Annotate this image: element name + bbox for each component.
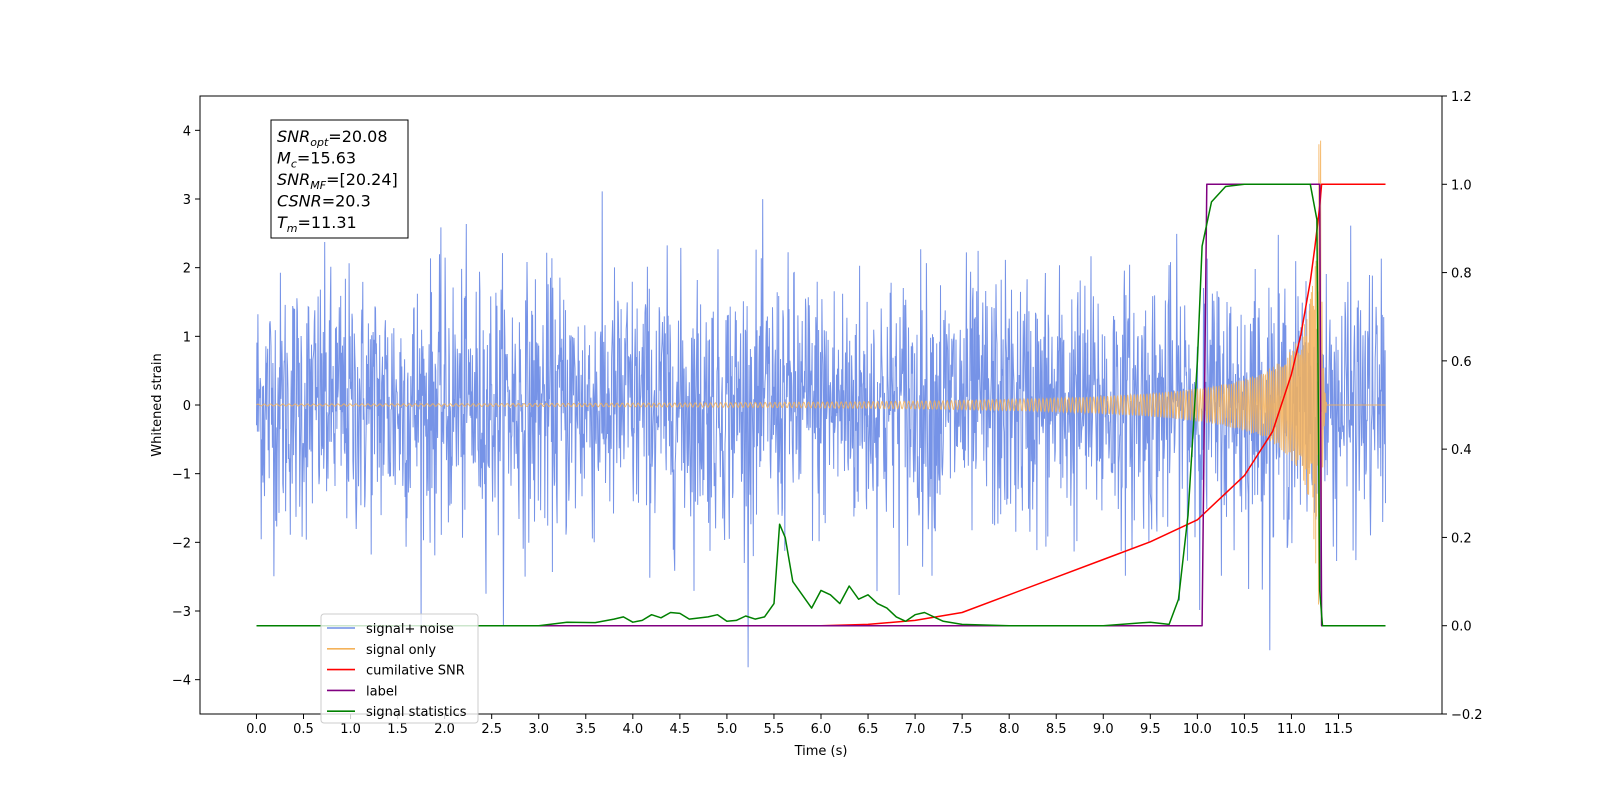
series-line-signal-statistics xyxy=(256,183,1386,627)
legend-label: signal only xyxy=(366,643,436,658)
x-tick-label: 0.0 xyxy=(246,722,267,737)
stats-line: Mc=15.63 xyxy=(277,149,356,171)
y-tick-label: −3 xyxy=(172,605,191,620)
x-tick-label: 4.0 xyxy=(622,722,643,737)
y-axis-right: −0.2 0.0 0.2 0.4 0.6 0.8 1.0 1.2 xyxy=(1442,90,1483,723)
x-tick-label: 0.5 xyxy=(293,722,314,737)
stats-line: SNRMF=[20.24] xyxy=(277,170,398,192)
y2-tick-label: 0.4 xyxy=(1451,443,1472,458)
legend-label: signal statistics xyxy=(366,705,467,720)
stats-line: SNRopt=20.08 xyxy=(277,127,388,149)
stats-line: Tm=11.31 xyxy=(277,213,357,235)
x-tick-label: 9.0 xyxy=(1093,722,1114,737)
stats-line: CSNR=20.3 xyxy=(277,192,371,211)
x-tick-label: 1.5 xyxy=(387,722,408,737)
x-tick-label: 10.0 xyxy=(1183,722,1212,737)
x-tick-label: 7.0 xyxy=(905,722,926,737)
y-tick-label: 3 xyxy=(183,193,191,208)
y-axis-label: Whitened strain xyxy=(150,353,165,456)
x-tick-label: 6.0 xyxy=(811,722,832,737)
x-axis-label: Time (s) xyxy=(794,744,848,759)
x-tick-label: 3.0 xyxy=(528,722,549,737)
legend-frame xyxy=(320,613,479,724)
y-axis-left: −4 −3 −2 −1 0 1 2 3 4 xyxy=(172,124,200,689)
x-tick-label: 7.5 xyxy=(952,722,973,737)
y2-tick-label: 1.0 xyxy=(1451,178,1472,193)
x-tick-label: 1.0 xyxy=(340,722,361,737)
stats-box: SNRopt=20.08Mc=15.63SNRMF=[20.24]CSNR=20… xyxy=(270,119,409,239)
y2-tick-label: 1.2 xyxy=(1451,90,1472,105)
y-tick-label: −2 xyxy=(172,536,191,551)
y2-tick-label: 0.2 xyxy=(1451,531,1472,546)
y-tick-label: −4 xyxy=(172,674,191,689)
series-line-signal-only xyxy=(256,140,1386,605)
y2-tick-label: 0.6 xyxy=(1451,355,1472,370)
y2-tick-label: 0.0 xyxy=(1451,620,1472,635)
x-tick-label: 11.0 xyxy=(1277,722,1306,737)
x-tick-label: 10.5 xyxy=(1230,722,1259,737)
x-tick-label: 5.0 xyxy=(717,722,738,737)
legend-label: label xyxy=(366,684,397,699)
y-tick-label: −1 xyxy=(172,468,191,483)
x-tick-label: 5.5 xyxy=(764,722,785,737)
x-tick-label: 8.0 xyxy=(999,722,1020,737)
legend-label: cumilative SNR xyxy=(366,664,465,679)
stats-box-frame xyxy=(270,119,409,239)
x-tick-label: 4.5 xyxy=(670,722,691,737)
x-axis: 0.0 0.5 1.0 1.5 2.0 2.5 3.0 3.5 4.0 4.5 5.0 5.5 6.0 6… xyxy=(246,714,1353,737)
x-tick-label: 9.5 xyxy=(1140,722,1161,737)
y-tick-label: 4 xyxy=(183,124,191,139)
series-line-cumilative-snr xyxy=(256,183,1386,627)
y2-tick-label: −0.2 xyxy=(1451,708,1483,723)
plot-area xyxy=(256,140,1386,668)
x-tick-label: 2.0 xyxy=(434,722,455,737)
legend: signal+ noise signal only cumilative SNR la… xyxy=(320,613,479,724)
x-tick-label: 11.5 xyxy=(1324,722,1353,737)
x-tick-label: 2.5 xyxy=(481,722,502,737)
y-tick-label: 2 xyxy=(183,262,191,277)
x-tick-label: 3.5 xyxy=(575,722,596,737)
y2-tick-label: 0.8 xyxy=(1451,267,1472,282)
legend-label: signal+ noise xyxy=(366,622,454,637)
y-tick-label: 1 xyxy=(183,330,191,345)
x-tick-label: 6.5 xyxy=(858,722,879,737)
x-tick-label: 8.5 xyxy=(1046,722,1067,737)
y-tick-label: 0 xyxy=(183,399,191,414)
